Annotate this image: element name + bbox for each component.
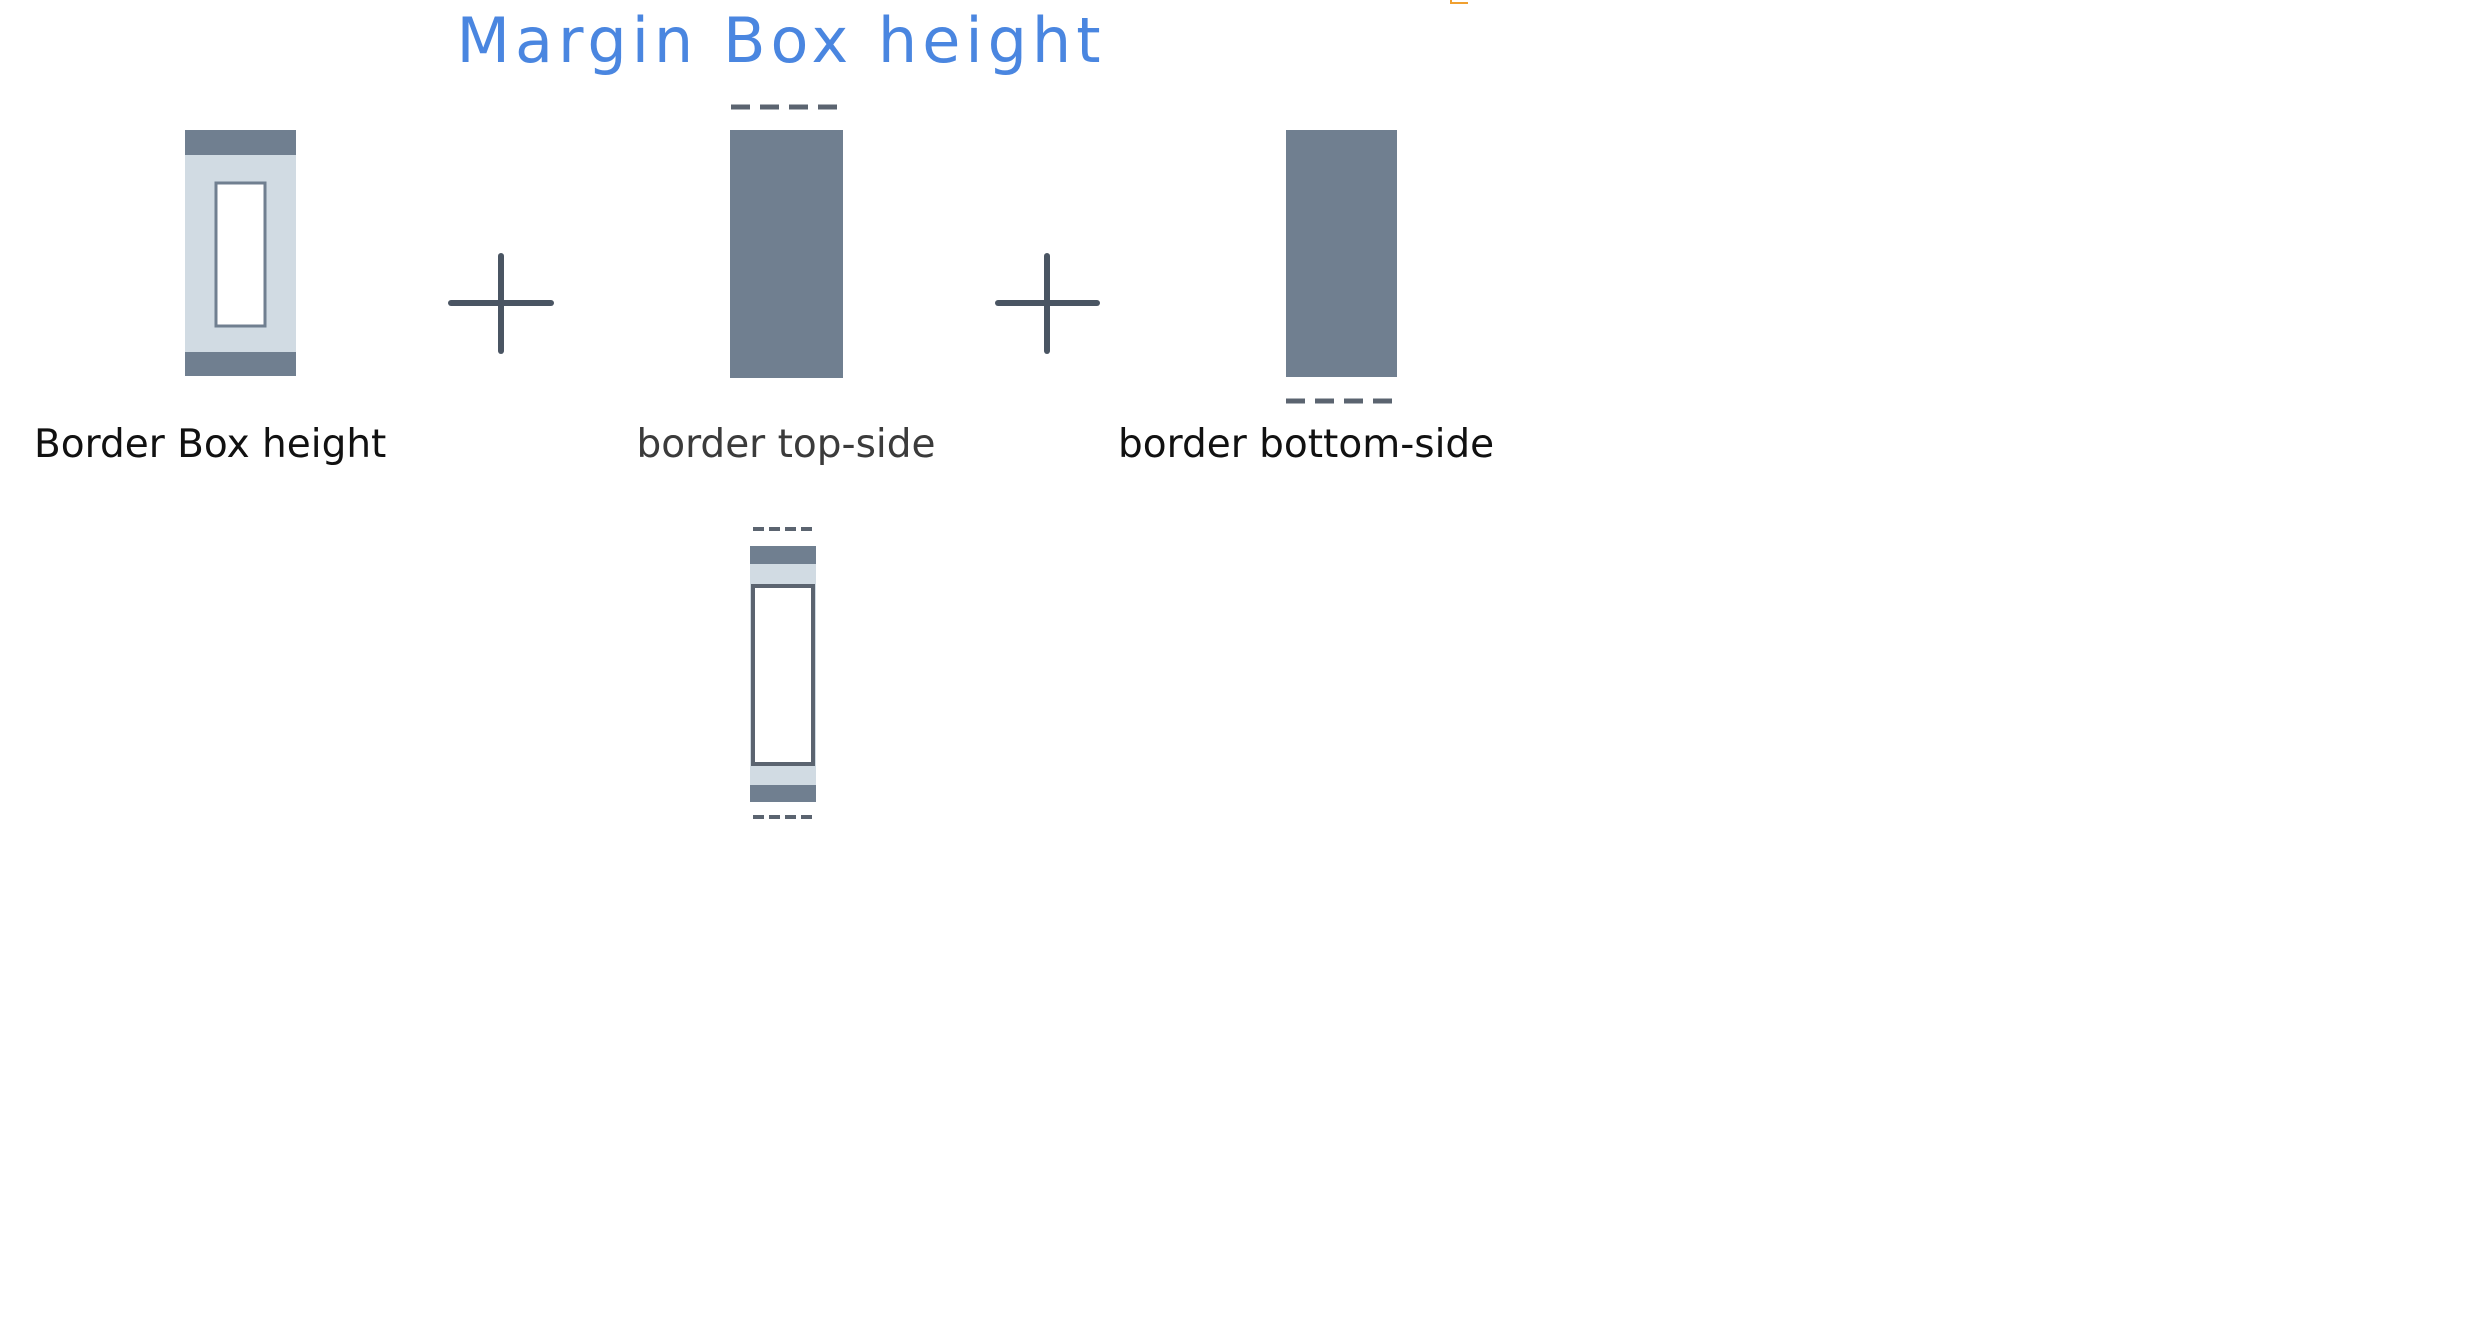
margin-box-figure: [750, 527, 817, 819]
margin-box-bottom-border: [750, 785, 816, 802]
border-box-top-border: [185, 130, 296, 155]
label-border-top-side: border top-side: [636, 422, 936, 467]
diagram-title: Margin Box height: [456, 4, 1106, 77]
border-box-bottom-border: [185, 352, 296, 376]
plus-icon: [448, 253, 554, 354]
border-top-side-figure: [730, 104, 843, 378]
plus-icon: [995, 253, 1100, 354]
margin-box-content: [751, 584, 815, 766]
top-side-block: [730, 130, 843, 378]
border-box-content: [214, 181, 267, 328]
corner-mark: [1450, 0, 1468, 4]
border-box-figure: [185, 130, 296, 376]
border-bottom-side-figure: [1286, 130, 1397, 404]
label-border-bottom-side: border bottom-side: [1118, 422, 1495, 467]
margin-box-top-border: [750, 546, 816, 564]
bottom-side-block: [1286, 130, 1397, 377]
diagram-canvas: [185, 104, 1397, 819]
label-border-box-height: Border Box height: [34, 422, 387, 467]
